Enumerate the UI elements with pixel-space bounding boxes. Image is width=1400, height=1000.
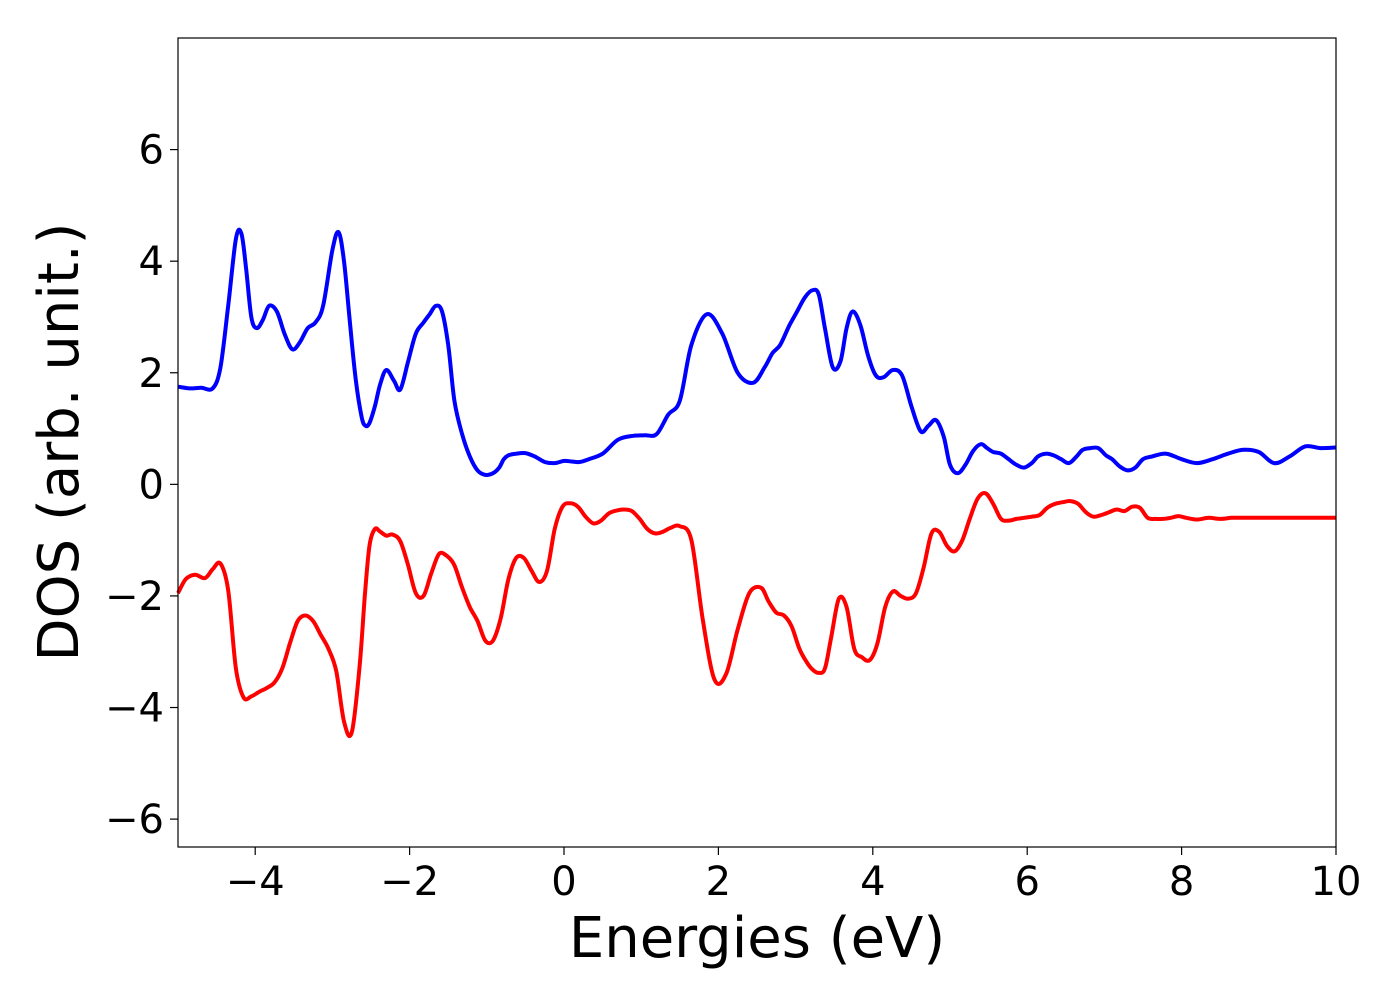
x-tick-label: −2 [380, 859, 439, 905]
y-tick-label: 2 [139, 351, 164, 397]
y-tick-label: 0 [139, 462, 164, 508]
y-axis-title: DOS (arb. unit.) [27, 222, 92, 661]
x-tick-label: −4 [226, 859, 285, 905]
x-tick-label: 0 [551, 859, 576, 905]
x-tick-label: 8 [1169, 859, 1194, 905]
x-axis-title: Energies (eV) [569, 906, 945, 971]
dos-up-line [177, 227, 1337, 477]
y-tick-label: −4 [105, 686, 164, 732]
y-tick-label: −6 [105, 797, 164, 843]
y-axis-ticks: −6 −4 −2 0 2 4 6 [105, 128, 178, 843]
y-tick-label: −2 [105, 574, 164, 620]
y-tick-label: 4 [139, 239, 164, 285]
x-tick-label: 4 [860, 859, 885, 905]
x-tick-label: 6 [1014, 859, 1039, 905]
x-tick-label: 10 [1311, 859, 1362, 905]
x-tick-label: 2 [706, 859, 731, 905]
x-axis-ticks: −4 −2 0 2 4 6 8 10 [226, 847, 1362, 905]
series-layer [176, 227, 1337, 739]
dos-down-line [176, 491, 1336, 739]
plot-frame [177, 37, 1337, 848]
y-tick-label: 6 [139, 128, 164, 174]
